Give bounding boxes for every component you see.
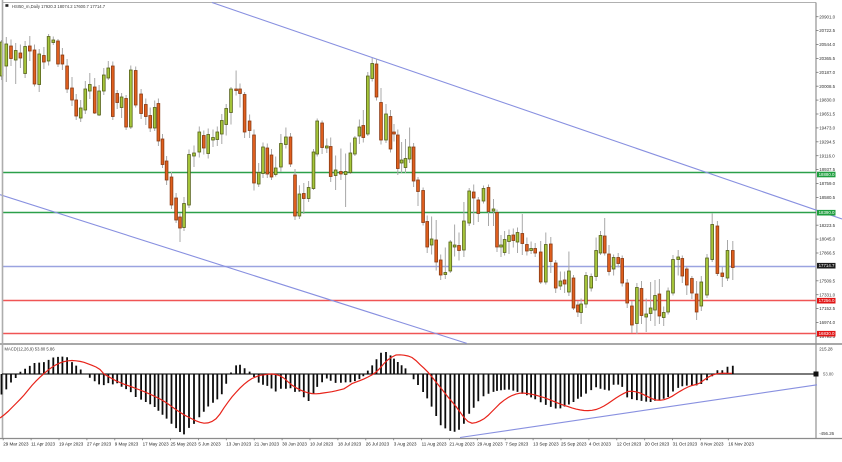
svg-text:3 Aug 2023: 3 Aug 2023 <box>394 441 417 446</box>
svg-text:19651.5: 19651.5 <box>819 112 835 117</box>
svg-text:30 Jun 2023: 30 Jun 2023 <box>282 441 307 446</box>
svg-text:9 May 2023: 9 May 2023 <box>115 441 139 446</box>
svg-text:215.28: 215.28 <box>819 347 833 352</box>
svg-text:11 Apr 2023: 11 Apr 2023 <box>31 441 55 446</box>
svg-text:10 Jul 2023: 10 Jul 2023 <box>310 441 334 446</box>
svg-text:20 Oct 2023: 20 Oct 2023 <box>645 441 670 446</box>
svg-text:29 Aug 2023: 29 Aug 2023 <box>477 441 503 446</box>
svg-text:21 Aug 2023: 21 Aug 2023 <box>449 441 475 446</box>
svg-text:17256.0: 17256.0 <box>819 298 835 303</box>
svg-text:31 Oct 2023: 31 Oct 2023 <box>673 441 698 446</box>
svg-text:13 Sep 2023: 13 Sep 2023 <box>533 441 559 446</box>
svg-text:17331.0: 17331.0 <box>819 292 835 297</box>
svg-text:53.80: 53.80 <box>823 372 834 377</box>
svg-text:25 Sep 2023: 25 Sep 2023 <box>561 441 587 446</box>
svg-text:4 Oct 2023: 4 Oct 2023 <box>589 441 612 446</box>
svg-text:5 Jun 2023: 5 Jun 2023 <box>198 441 221 446</box>
svg-text:26 Jul 2023: 26 Jul 2023 <box>366 441 390 446</box>
svg-text:17714.7: 17714.7 <box>819 263 835 268</box>
svg-text:MACD(12,26,9) 53.80 5.86: MACD(12,26,9) 53.80 5.86 <box>5 347 56 352</box>
svg-text:27 Apr 2023: 27 Apr 2023 <box>87 441 112 446</box>
svg-text:16830.0: 16830.0 <box>819 331 835 336</box>
svg-text:7 Sep 2023: 7 Sep 2023 <box>505 441 529 446</box>
svg-text:18390.0: 18390.0 <box>819 210 835 215</box>
svg-text:8 Nov 2023: 8 Nov 2023 <box>701 441 725 446</box>
svg-text:18580.5: 18580.5 <box>819 195 835 200</box>
svg-text:19830.0: 19830.0 <box>819 98 835 103</box>
svg-text:17152.5: 17152.5 <box>819 306 835 311</box>
svg-text:11 Aug 2023: 11 Aug 2023 <box>422 441 447 446</box>
svg-text:16 Nov 2023: 16 Nov 2023 <box>728 441 754 446</box>
svg-text:29 Mar 2023: 29 Mar 2023 <box>3 441 29 446</box>
svg-text:20008.5: 20008.5 <box>819 84 835 89</box>
svg-text:18759.0: 18759.0 <box>819 181 835 186</box>
svg-text:19473.0: 19473.0 <box>819 126 835 131</box>
svg-text:20901.0: 20901.0 <box>819 14 835 19</box>
svg-text:18045.0: 18045.0 <box>819 237 835 242</box>
svg-text:20365.5: 20365.5 <box>819 56 835 61</box>
svg-text:20187.0: 20187.0 <box>819 70 835 75</box>
svg-text:18937.5: 18937.5 <box>819 167 835 172</box>
svg-text:18223.5: 18223.5 <box>819 223 835 228</box>
svg-text:-456.26: -456.26 <box>819 431 834 436</box>
svg-text:19294.5: 19294.5 <box>819 139 835 144</box>
svg-text:17866.5: 17866.5 <box>819 251 835 256</box>
svg-text:13 Jun 2023: 13 Jun 2023 <box>226 441 251 446</box>
svg-text:12 Oct 2023: 12 Oct 2023 <box>617 441 642 446</box>
svg-text:18 Jul 2023: 18 Jul 2023 <box>338 441 362 446</box>
svg-text:17509.5: 17509.5 <box>819 278 835 283</box>
svg-text:20544.0: 20544.0 <box>819 42 835 47</box>
svg-text:19 Apr 2023: 19 Apr 2023 <box>59 441 84 446</box>
svg-text:21 Jun 2023: 21 Jun 2023 <box>254 441 279 446</box>
svg-text:16974.0: 16974.0 <box>819 320 835 325</box>
svg-text:25 May 2023: 25 May 2023 <box>171 441 198 446</box>
svg-text:17 May 2023: 17 May 2023 <box>143 441 170 446</box>
svg-text:20722.5: 20722.5 <box>819 28 835 33</box>
svg-text:18880.0: 18880.0 <box>819 172 835 177</box>
svg-text:19116.0: 19116.0 <box>819 153 835 158</box>
svg-text:HSI50_m,Daily 17920.3 18074.2: HSI50_m,Daily 17920.3 18074.2 17600.7 17… <box>12 4 106 9</box>
